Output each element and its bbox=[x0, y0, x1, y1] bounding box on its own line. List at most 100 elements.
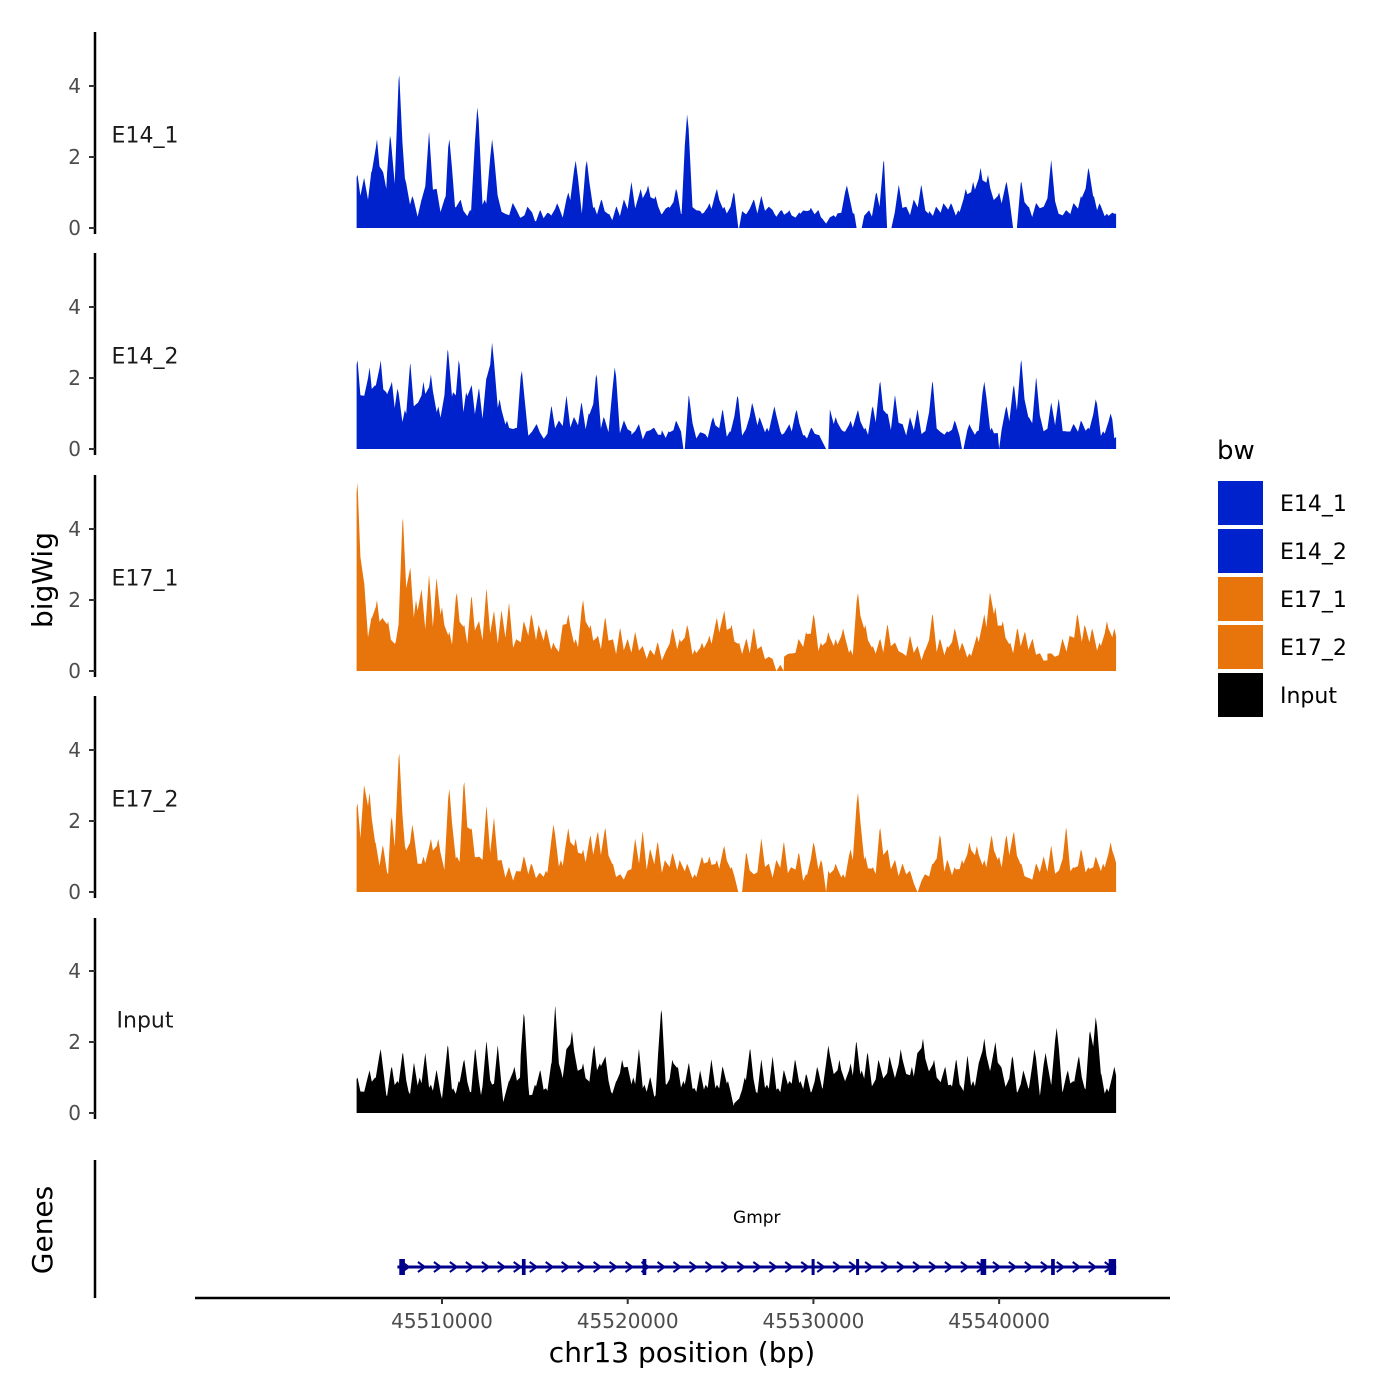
strand-arrow bbox=[497, 1261, 507, 1273]
strand-arrow bbox=[1024, 1261, 1034, 1273]
track-E17_1: 0 2 4 E17_1 bbox=[68, 475, 1117, 683]
legend-key-E14_1 bbox=[1218, 481, 1263, 525]
strand-arrow bbox=[704, 1261, 715, 1273]
track-Input: 0 2 4 Input bbox=[68, 918, 1117, 1125]
strand-arrow bbox=[816, 1261, 826, 1273]
legend: bw E14_1 E14_2 E17_1 E17_2 Input bbox=[1217, 436, 1347, 717]
strand-arrow bbox=[784, 1261, 794, 1273]
strand-arrow bbox=[768, 1261, 779, 1273]
legend-key-E17_1 bbox=[1218, 577, 1263, 621]
y-tick-label: 0 bbox=[68, 880, 81, 904]
exon bbox=[642, 1259, 647, 1275]
legend-title: bw bbox=[1217, 436, 1255, 466]
legend-label-E17_1: E17_1 bbox=[1280, 588, 1347, 613]
strand-arrow bbox=[529, 1261, 539, 1273]
track-E14_2: 0 2 4 E14_2 bbox=[68, 253, 1117, 461]
legend-label-E14_1: E14_1 bbox=[1280, 492, 1347, 517]
strand-arrow bbox=[608, 1261, 619, 1273]
track-E17_2: 0 2 4 E17_2 bbox=[68, 696, 1117, 904]
strand-arrow bbox=[864, 1261, 874, 1273]
y-axis-title: bigWig bbox=[26, 532, 59, 628]
strand-arrow bbox=[624, 1261, 635, 1273]
strand-arrow bbox=[513, 1261, 523, 1273]
y-tick-label: 0 bbox=[68, 659, 81, 683]
strand-arrow bbox=[1088, 1261, 1098, 1273]
y-tick-label: 2 bbox=[68, 366, 81, 390]
strand-arrow bbox=[928, 1261, 938, 1273]
y-tick-label: 4 bbox=[68, 959, 81, 983]
strand-arrow bbox=[800, 1261, 810, 1273]
y-tick-label: 4 bbox=[68, 295, 81, 319]
area-E17_1 bbox=[356, 482, 1117, 671]
strand-arrow bbox=[1040, 1261, 1050, 1273]
area-E14_2 bbox=[356, 342, 1117, 449]
x-tick-label: 45540000 bbox=[948, 1309, 1050, 1333]
strand-arrow bbox=[752, 1261, 763, 1273]
strand-arrow bbox=[880, 1261, 890, 1273]
track-E14_1: 0 2 4 E14_1 bbox=[68, 32, 1117, 240]
strand-arrow bbox=[1008, 1261, 1018, 1273]
x-axis: 45510000 45520000 45530000 45540000 bbox=[195, 1296, 1170, 1333]
legend-label-E14_2: E14_2 bbox=[1280, 540, 1347, 565]
strand-arrow bbox=[656, 1261, 667, 1273]
y-tick-label: 4 bbox=[68, 517, 81, 541]
y-tick-label: 2 bbox=[68, 145, 81, 169]
strand-arrow bbox=[960, 1261, 970, 1273]
strand-arrow bbox=[417, 1261, 427, 1273]
strand-arrow bbox=[449, 1261, 459, 1273]
legend-label-E17_2: E17_2 bbox=[1280, 636, 1347, 661]
y-tick-label: 4 bbox=[68, 738, 81, 762]
x-axis-title: chr13 position (bp) bbox=[549, 1336, 815, 1369]
y-tick-label: 0 bbox=[68, 1101, 81, 1125]
exon bbox=[1108, 1259, 1117, 1275]
x-tick-label: 45530000 bbox=[763, 1309, 865, 1333]
exon bbox=[399, 1259, 405, 1275]
area-Input bbox=[356, 1006, 1117, 1113]
strand-arrow bbox=[481, 1261, 491, 1273]
gene-track-panel: Gmpr bbox=[93, 1160, 1117, 1298]
track-label-E17_1: E17_1 bbox=[112, 567, 179, 592]
exon bbox=[521, 1259, 526, 1275]
strand-arrow bbox=[1056, 1261, 1066, 1273]
strand-arrow bbox=[433, 1261, 443, 1273]
strand-arrow bbox=[593, 1261, 603, 1273]
exon bbox=[1051, 1259, 1055, 1275]
strand-arrow bbox=[688, 1261, 699, 1273]
strand-arrow bbox=[561, 1261, 571, 1273]
strand-arrow bbox=[720, 1261, 731, 1273]
y-tick-label: 2 bbox=[68, 1030, 81, 1054]
y-tick-label: 4 bbox=[68, 74, 81, 98]
strand-arrow bbox=[577, 1261, 587, 1273]
genes-axis-title: Genes bbox=[26, 1186, 59, 1274]
strand-arrow bbox=[1072, 1261, 1082, 1273]
y-tick-label: 2 bbox=[68, 588, 81, 612]
y-tick-label: 2 bbox=[68, 809, 81, 833]
track-label-Input: Input bbox=[117, 1009, 174, 1034]
strand-arrow bbox=[992, 1261, 1002, 1273]
strand-arrow bbox=[832, 1261, 842, 1273]
track-label-E14_1: E14_1 bbox=[112, 124, 179, 149]
x-tick-label: 45520000 bbox=[577, 1309, 679, 1333]
exon bbox=[856, 1259, 860, 1275]
y-tick-label: 0 bbox=[68, 216, 81, 240]
strand-arrow bbox=[465, 1261, 475, 1273]
strand-arrow bbox=[736, 1261, 747, 1273]
legend-key-E17_2 bbox=[1218, 625, 1263, 669]
y-tick-label: 0 bbox=[68, 437, 81, 461]
x-tick-label: 45510000 bbox=[391, 1309, 493, 1333]
exon bbox=[980, 1259, 987, 1275]
bigwig-panels: 0 2 4 E14_1 0 2 4 E14_2 0 2 4 E17_1 0 2 4 E17_2 0 2 4 Input bbox=[68, 32, 1117, 1125]
gene-name-label: Gmpr bbox=[733, 1208, 781, 1228]
exon bbox=[811, 1259, 815, 1275]
strand-arrow bbox=[944, 1261, 954, 1273]
strand-arrow bbox=[672, 1261, 683, 1273]
area-E17_2 bbox=[356, 753, 1117, 892]
legend-key-Input bbox=[1218, 673, 1263, 717]
track-label-E17_2: E17_2 bbox=[112, 788, 179, 813]
strand-arrow bbox=[545, 1261, 555, 1273]
legend-key-E14_2 bbox=[1218, 529, 1263, 573]
legend-label-Input: Input bbox=[1280, 684, 1337, 709]
area-E14_1 bbox=[356, 75, 1117, 228]
strand-arrow bbox=[896, 1261, 906, 1273]
